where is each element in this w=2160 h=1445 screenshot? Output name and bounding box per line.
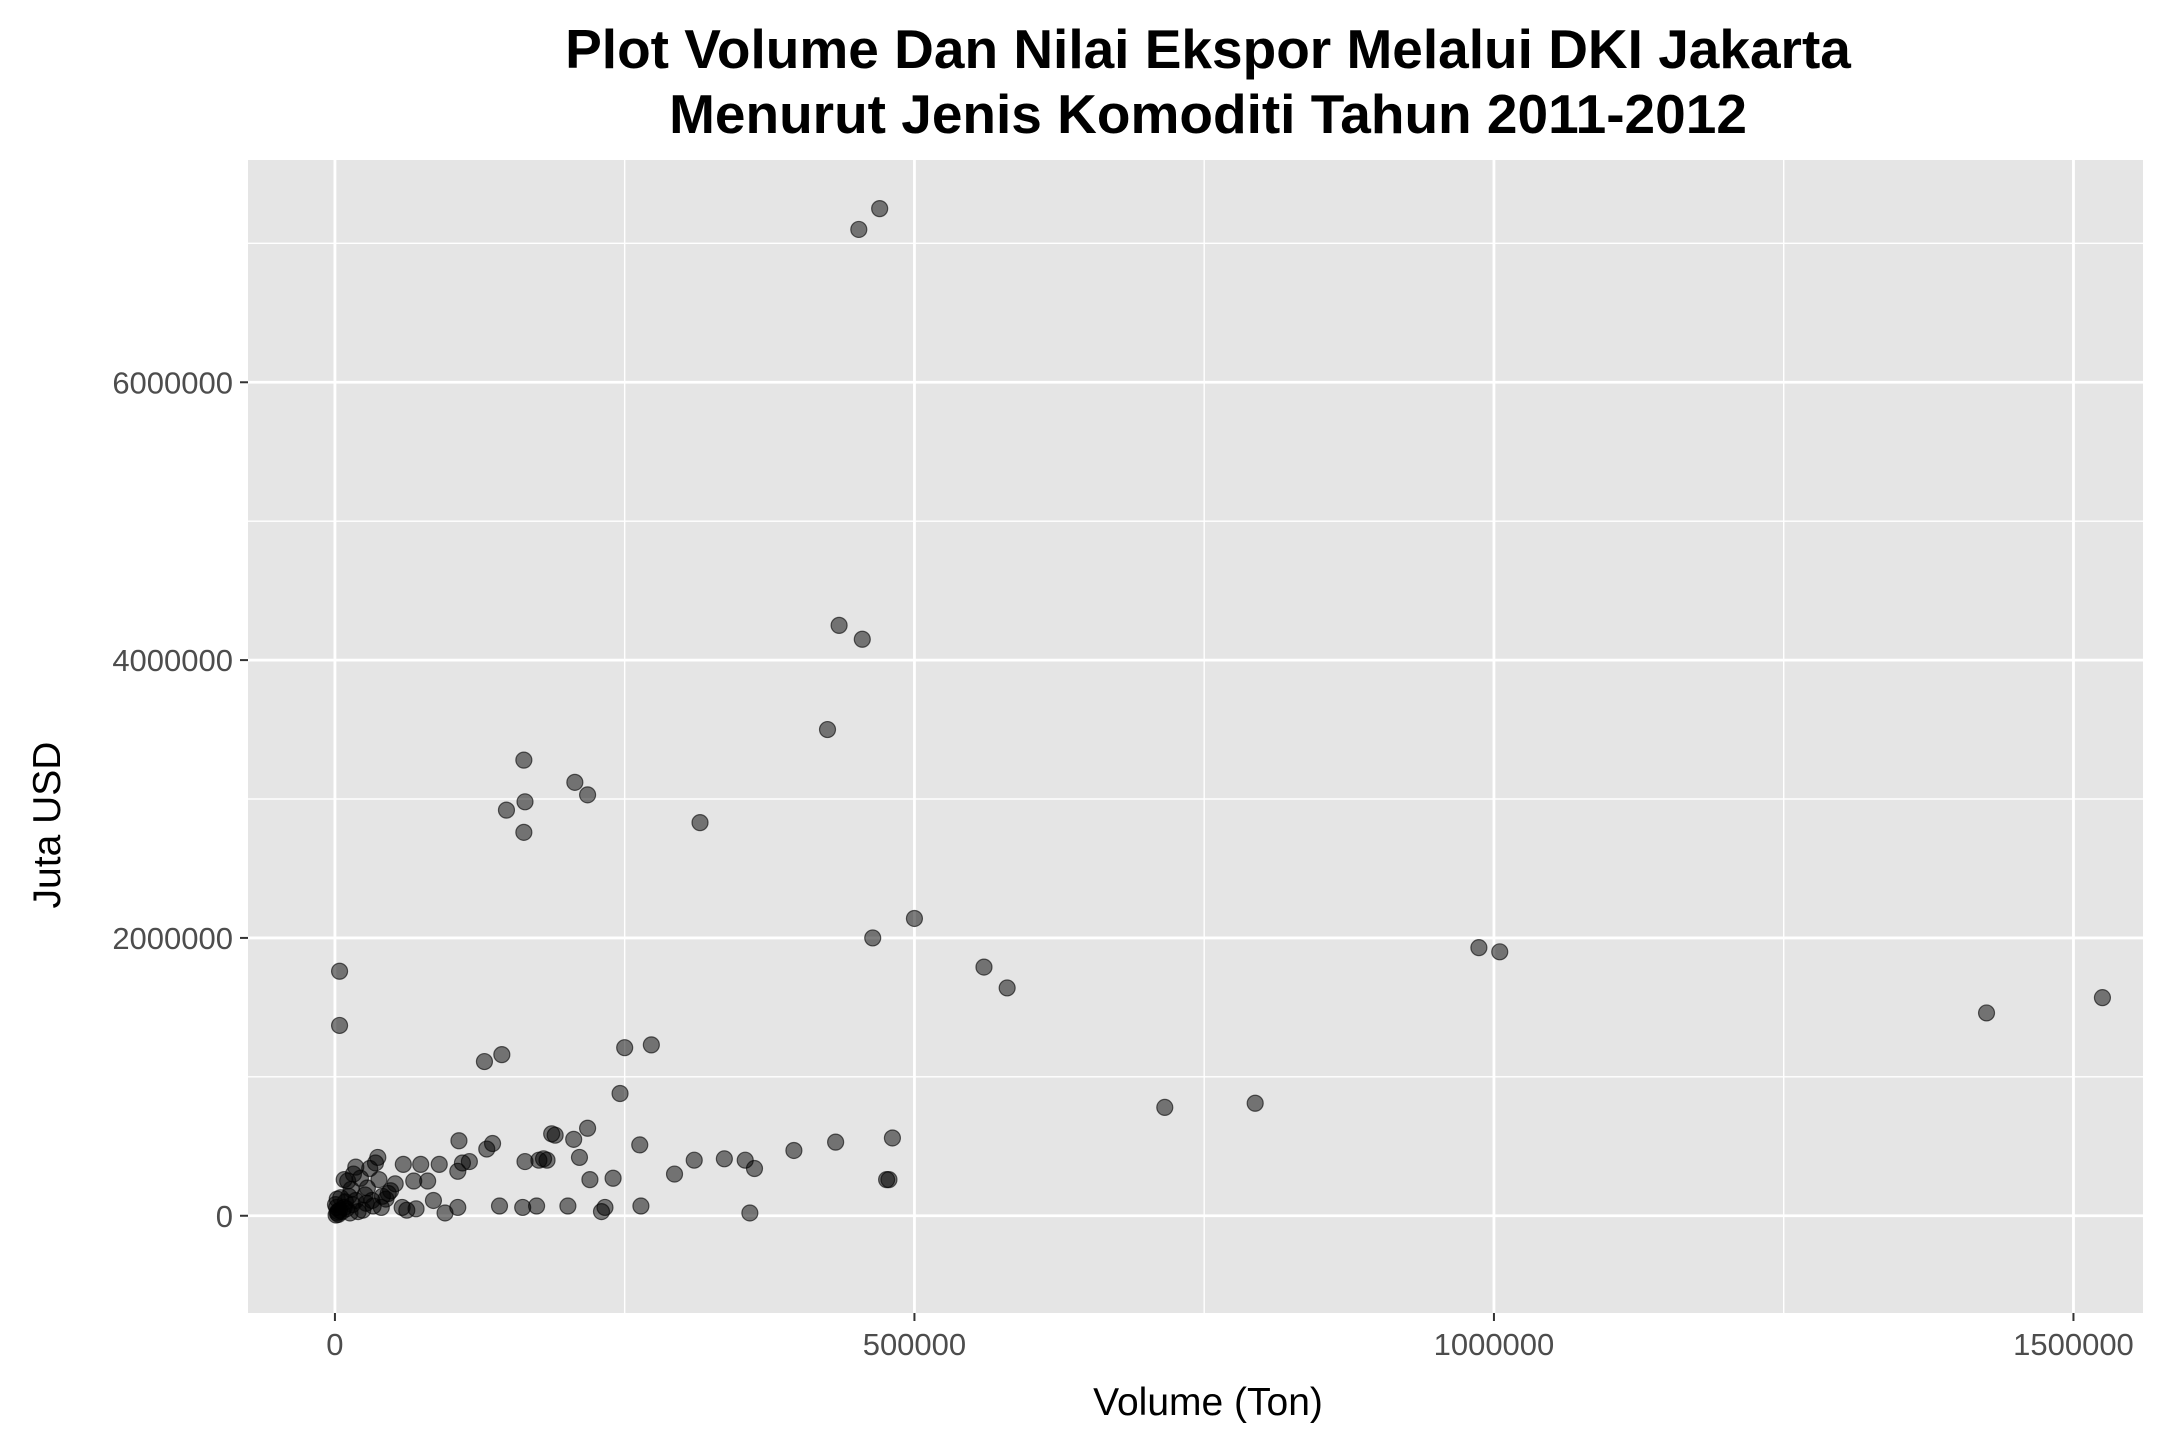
data-point	[559, 1197, 577, 1215]
data-point	[665, 1165, 684, 1183]
data-point	[581, 1171, 599, 1189]
data-point	[394, 1155, 412, 1173]
data-point	[566, 773, 584, 791]
data-point	[596, 1198, 614, 1217]
y-tick-label: 4000000	[112, 643, 233, 678]
data-point	[449, 1162, 467, 1180]
data-point	[905, 909, 924, 928]
data-point	[450, 1132, 468, 1150]
data-point	[1156, 1098, 1174, 1117]
data-point	[818, 720, 837, 739]
data-point	[516, 793, 534, 811]
data-point	[878, 1171, 896, 1189]
data-point	[430, 1155, 448, 1173]
data-point	[436, 1204, 454, 1222]
data-point	[685, 1151, 703, 1169]
data-point	[745, 1159, 764, 1178]
y-tick-label: 0	[216, 1199, 233, 1234]
x-tick-label: 0	[326, 1327, 343, 1362]
data-point	[853, 630, 871, 648]
data-point	[493, 1046, 511, 1064]
data-point	[460, 1152, 478, 1171]
data-point	[611, 1084, 629, 1103]
data-point	[407, 1200, 425, 1218]
data-point	[871, 200, 889, 218]
data-point	[1470, 939, 1488, 957]
data-point	[475, 1052, 494, 1071]
data-point	[370, 1171, 388, 1189]
data-point	[975, 958, 993, 976]
chart-title-line-1: Plot Volume Dan Nilai Ekspor Melalui DKI…	[565, 18, 1851, 80]
data-point	[827, 1133, 845, 1151]
data-point	[363, 1191, 381, 1210]
data-point	[497, 801, 516, 819]
data-point	[642, 1036, 660, 1054]
data-point	[741, 1204, 759, 1222]
data-point	[632, 1197, 650, 1215]
data-point	[998, 979, 1016, 997]
data-point	[691, 814, 709, 832]
x-tick-label: 1500000	[2013, 1327, 2134, 1362]
data-point	[1977, 1004, 1996, 1022]
chart-title-line-2: Menurut Jenis Komoditi Tahun 2011-2012	[669, 83, 1747, 145]
data-point	[1491, 943, 1509, 961]
x-axis-title: Volume (Ton)	[1093, 1381, 1323, 1424]
data-point	[424, 1191, 443, 1210]
data-point	[864, 929, 882, 947]
data-point	[405, 1172, 423, 1190]
y-tick-label: 2000000	[112, 921, 233, 956]
data-point	[490, 1197, 509, 1215]
x-tick-label: 1000000	[1434, 1327, 1555, 1362]
data-point	[538, 1151, 556, 1169]
data-point	[604, 1169, 622, 1187]
data-point	[570, 1148, 589, 1167]
y-axis-title: Juta USD	[26, 742, 69, 909]
data-point	[483, 1134, 502, 1153]
data-point	[850, 220, 868, 239]
data-point	[616, 1039, 634, 1057]
data-point	[830, 616, 848, 634]
data-point	[330, 1016, 349, 1035]
data-point	[515, 751, 533, 769]
data-point	[330, 962, 349, 980]
data-point	[349, 1202, 367, 1221]
data-point	[883, 1129, 902, 1147]
data-point	[578, 786, 597, 804]
data-point	[514, 1198, 532, 1217]
plot-panel	[248, 160, 2143, 1313]
data-point	[2093, 989, 2112, 1007]
data-point	[336, 1193, 354, 1211]
data-point	[1246, 1094, 1264, 1112]
data-point	[412, 1155, 430, 1173]
data-point	[515, 823, 533, 841]
data-point	[565, 1130, 583, 1148]
data-point	[715, 1150, 733, 1168]
plot-background	[248, 160, 2143, 1313]
data-point	[631, 1136, 649, 1154]
data-point	[578, 1119, 597, 1137]
x-tick-label: 500000	[863, 1327, 966, 1362]
data-point	[516, 1152, 534, 1171]
data-point	[785, 1141, 803, 1160]
data-point	[546, 1126, 564, 1144]
axis-ticks: 0 500000 1000000 1500000 0 2000000 4000000 6000…	[112, 365, 2133, 1362]
data-points	[326, 200, 2112, 1224]
y-tick-label: 6000000	[112, 365, 233, 400]
